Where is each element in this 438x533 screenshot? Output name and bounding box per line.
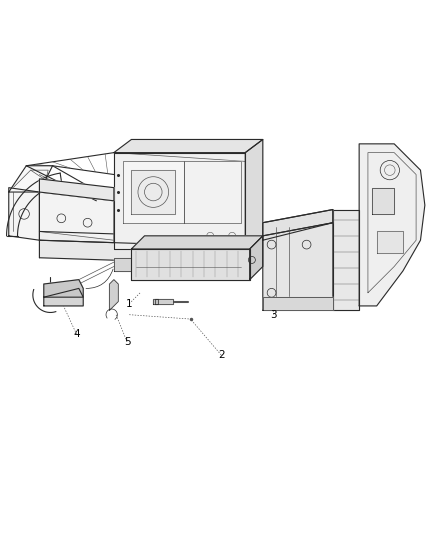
Polygon shape — [263, 209, 333, 236]
Polygon shape — [245, 140, 263, 249]
Polygon shape — [250, 236, 263, 280]
Text: 4: 4 — [73, 329, 80, 340]
Polygon shape — [131, 170, 175, 214]
Polygon shape — [263, 223, 333, 310]
Polygon shape — [359, 144, 425, 306]
Text: 5: 5 — [124, 337, 131, 347]
Polygon shape — [155, 300, 173, 304]
Polygon shape — [263, 297, 333, 310]
Polygon shape — [39, 179, 114, 201]
Polygon shape — [9, 166, 53, 192]
Polygon shape — [123, 161, 184, 223]
Polygon shape — [110, 280, 118, 310]
Polygon shape — [131, 236, 263, 249]
Polygon shape — [39, 231, 333, 249]
Polygon shape — [9, 188, 39, 240]
Polygon shape — [44, 288, 83, 306]
Polygon shape — [44, 280, 83, 297]
Polygon shape — [39, 240, 307, 266]
Polygon shape — [263, 209, 333, 240]
Polygon shape — [184, 161, 241, 223]
Text: 2: 2 — [218, 350, 225, 360]
Text: 1: 1 — [126, 298, 133, 309]
Polygon shape — [153, 300, 158, 304]
Polygon shape — [114, 152, 245, 249]
Polygon shape — [114, 140, 263, 152]
Polygon shape — [114, 258, 131, 271]
Polygon shape — [372, 188, 394, 214]
Polygon shape — [39, 192, 114, 249]
Polygon shape — [333, 209, 359, 310]
Polygon shape — [131, 249, 250, 280]
Polygon shape — [377, 231, 403, 253]
Text: 3: 3 — [270, 310, 277, 320]
